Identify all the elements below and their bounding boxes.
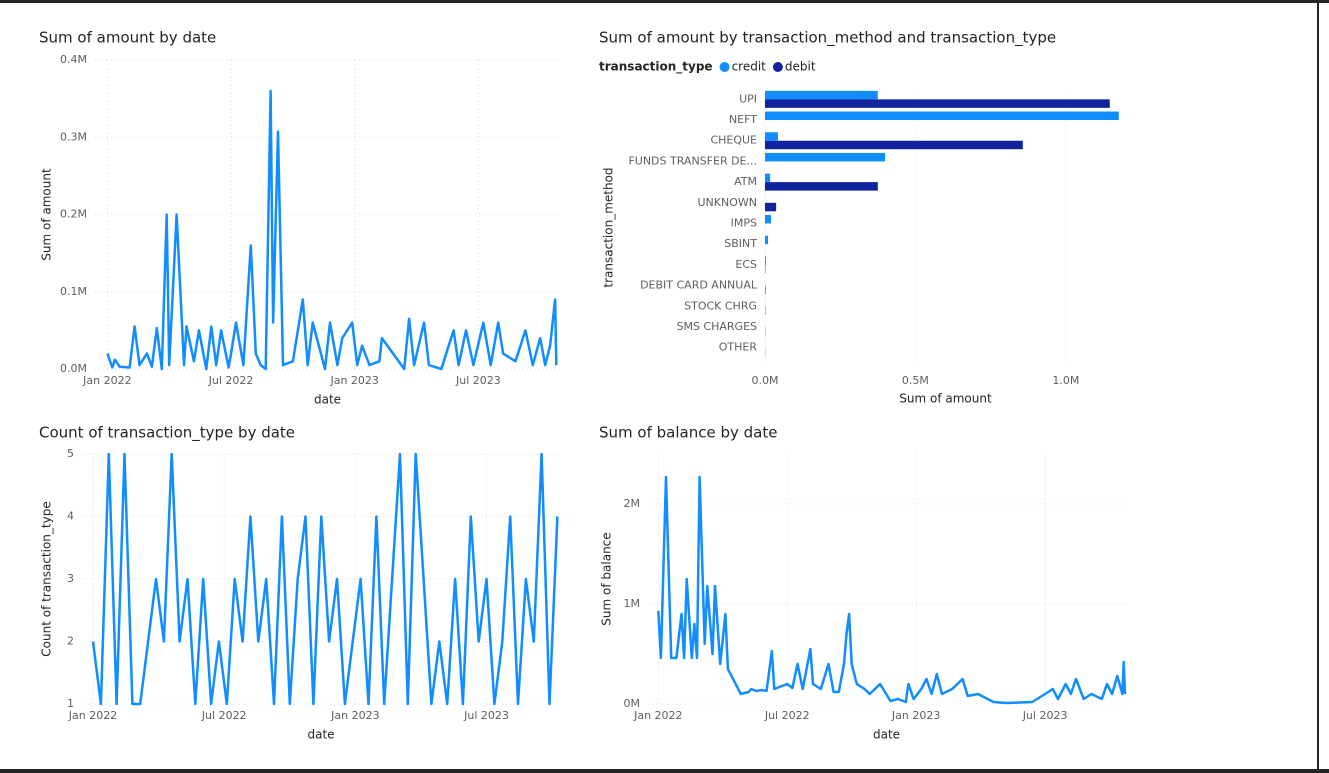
bar [765,132,778,141]
y-tick-label: SMS CHARGES [676,320,757,333]
legend-title: transaction_type [599,60,713,75]
y-tick-label: CHEQUE [710,134,757,147]
x-tick-label: Jan 2023 [891,709,940,722]
chart-title: Sum of balance by date [599,424,777,442]
chart-title: Sum of amount by transaction_method and … [599,29,1056,48]
y-tick-label: 0.3M [60,130,87,143]
y-tick-label: OTHER [719,341,758,354]
x-tick-label: Jan 2023 [330,709,379,722]
x-tick-label: Jul 2023 [455,374,501,387]
y-tick-label: 3 [67,572,74,585]
y-tick-label: UNKNOWN [698,196,758,209]
legend-label: debit [785,60,816,74]
y-tick-label: SBINT [724,237,757,250]
x-tick-label: Jul 2022 [201,709,247,722]
y-tick-label: UPI [739,92,757,105]
y-axis-title: Sum of amount [40,168,54,261]
x-tick-label: 0.0M [752,374,779,387]
x-axis-title: Sum of amount [899,392,992,406]
y-tick-label: FUNDS TRANSFER DE... [628,154,757,167]
y-axis-title: Count of transaction_type [40,501,54,656]
right-border [1317,3,1319,771]
y-tick-label: ECS [735,258,757,271]
y-tick-label: DEBIT CARD ANNUAL [640,279,758,292]
x-axis-title: date [873,728,900,742]
bar [765,90,878,100]
chart-title: Count of transaction_type by date [39,424,295,443]
bar [765,215,772,224]
x-tick-label: Jan 2022 [633,709,682,722]
x-tick-label: Jul 2023 [463,709,509,722]
x-tick-label: 1.0M [1052,374,1079,387]
bar [765,152,886,162]
bar [765,235,769,245]
x-tick-label: Jul 2022 [764,709,810,722]
y-tick-label: 0.4M [60,53,87,66]
y-tick-label: 1M [624,597,641,610]
y-tick-label: 4 [67,510,74,523]
line [657,475,1127,705]
chart-title: Sum of amount by date [39,29,216,47]
y-tick-label: 0.1M [60,285,87,298]
x-tick-label: Jul 2022 [208,374,254,387]
bar [765,111,1119,121]
x-tick-label: Jan 2023 [329,374,378,387]
legend-label: credit [732,60,767,74]
bar [765,173,771,183]
bar [765,140,1023,150]
bar [765,182,878,191]
y-tick-label: STOCK CHRG [684,299,757,312]
y-tick-label: 5 [67,447,74,460]
y-tick-label: IMPS [731,217,757,230]
legend-marker [719,62,730,72]
bar [765,202,777,212]
y-tick-label: 0.2M [60,208,87,221]
y-tick-label: NEFT [729,113,757,126]
x-tick-label: Jan 2022 [82,374,131,387]
y-axis-title: Sum of balance [600,532,614,625]
x-tick-label: 0.5M [902,374,929,387]
y-tick-label: 0.0M [60,362,87,375]
y-tick-label: 1 [67,697,74,710]
legend-marker [772,62,783,72]
top-border [0,0,1329,3]
y-tick-label: 2 [67,635,74,648]
y-tick-label: 2M [624,497,641,510]
x-axis-title: date [314,393,341,407]
x-tick-label: Jan 2022 [68,709,117,722]
y-tick-label: ATM [734,175,757,188]
bar [765,99,1110,108]
y-axis-title: transaction_method [602,167,616,287]
bottom-border [0,769,1329,773]
line [106,89,558,371]
bar [765,256,766,265]
x-tick-label: Jul 2023 [1022,709,1068,722]
line [91,452,559,706]
x-axis-title: date [307,728,334,742]
y-tick-label: 0M [624,697,641,710]
